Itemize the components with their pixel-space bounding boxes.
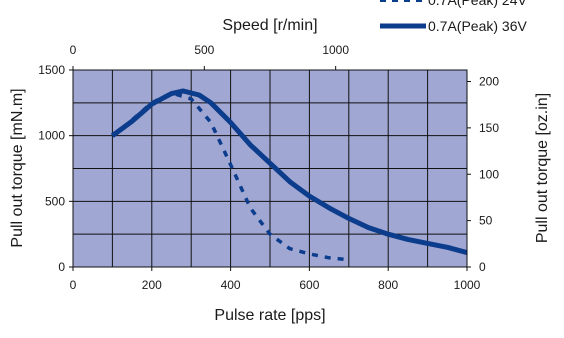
legend-item-36v: 0.7A(Peak) 36V	[380, 18, 527, 34]
series-line-24v	[111, 91, 349, 262]
x-tick-label: 200	[142, 278, 162, 292]
right-axis-ticks: 0 50 100 150 200	[467, 75, 499, 274]
top-axis-ticks: 0 500 1000	[70, 43, 349, 70]
top-tick-label: 500	[194, 43, 214, 57]
x-tick-label: 400	[221, 278, 241, 292]
y-axis-title: Pull out torque [mN.m]	[9, 88, 26, 247]
legend-item-24v: 0.7A(Peak) 24V	[380, 0, 527, 8]
x-tick-label: 0	[70, 278, 77, 292]
legend-label-24v: 0.7A(Peak) 24V	[428, 0, 527, 8]
top-tick-label: 1000	[322, 43, 349, 57]
x-tick-label: 1000	[454, 278, 481, 292]
x-axis-ticks: 0 200 400 600 800 1000	[70, 267, 481, 292]
y-tick-label: 1500	[38, 63, 65, 77]
right-tick-label: 100	[479, 167, 499, 181]
legend-label-36v: 0.7A(Peak) 36V	[428, 18, 527, 34]
legend: 0.7A(Peak) 24V 0.7A(Peak) 36V	[380, 0, 527, 34]
y-tick-label: 500	[45, 194, 65, 208]
series-line-36v	[110, 88, 467, 256]
top-axis-title: Speed [r/min]	[222, 17, 317, 34]
right-tick-label: 200	[479, 75, 499, 89]
right-axis-title: Pull out torque [oz.in]	[534, 93, 551, 243]
right-tick-label: 50	[479, 214, 493, 228]
x-tick-label: 600	[299, 278, 319, 292]
y-tick-label: 1000	[38, 129, 65, 143]
y-axis-ticks: 0 500 1000 1500	[38, 63, 73, 274]
right-tick-label: 0	[479, 260, 486, 274]
top-tick-label: 0	[70, 43, 77, 57]
plot-frame	[72, 69, 468, 268]
y-tick-label: 0	[58, 260, 65, 274]
right-tick-label: 150	[479, 121, 499, 135]
x-axis-title: Pulse rate [pps]	[214, 307, 325, 324]
x-tick-label: 800	[378, 278, 398, 292]
series-lines	[110, 88, 467, 262]
